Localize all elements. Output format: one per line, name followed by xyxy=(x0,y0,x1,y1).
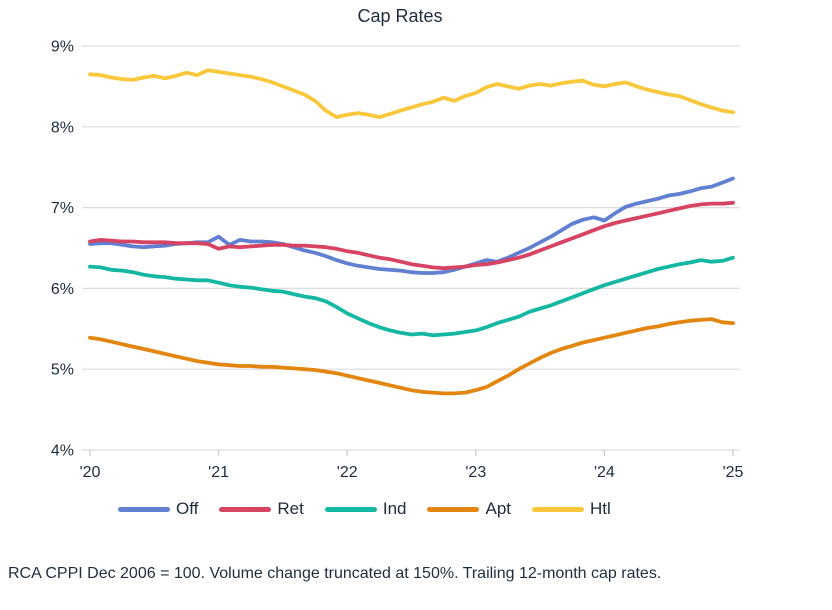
legend-label-ind: Ind xyxy=(382,499,407,518)
chart-title: Cap Rates xyxy=(357,6,443,26)
y-tick-label: 8% xyxy=(51,119,74,136)
y-tick-label: 4% xyxy=(51,443,74,460)
legend-swatch-apt xyxy=(427,506,480,512)
x-tick-label: '23 xyxy=(465,464,486,481)
series-line-ret xyxy=(88,200,735,271)
footnote: RCA CPPI Dec 2006 = 100. Volume change t… xyxy=(8,565,662,582)
series-line-off xyxy=(88,176,735,275)
y-tick-label: 9% xyxy=(51,39,74,56)
legend-item-apt: Apt xyxy=(427,497,511,521)
plot-area: 9% 8% 7% 6% 5% 4% '20 '21 '22 '23 '24 '25 xyxy=(51,39,744,482)
y-tick-label: 7% xyxy=(51,200,74,217)
legend-item-ret: Ret xyxy=(219,497,304,521)
x-tick-label: '20 xyxy=(80,464,101,481)
x-tick-label: '21 xyxy=(208,464,229,481)
legend-swatch-ind xyxy=(324,506,377,512)
chart-legend: Off Ret Ind Apt Htl xyxy=(118,497,611,521)
legend-label-off: Off xyxy=(176,499,199,518)
legend-item-off: Off xyxy=(118,497,198,521)
legend-label-ret: Ret xyxy=(277,499,304,518)
x-tick-label: '22 xyxy=(337,464,358,481)
series-line-ind xyxy=(88,255,735,338)
series-line-apt xyxy=(88,317,735,396)
x-tick-label: '25 xyxy=(723,464,744,481)
legend-label-apt: Apt xyxy=(485,499,512,518)
y-tick-label: 6% xyxy=(51,281,74,298)
legend-swatch-ret xyxy=(219,506,272,512)
legend-item-htl: Htl xyxy=(532,497,611,521)
legend-swatch-htl xyxy=(532,506,585,512)
legend-item-ind: Ind xyxy=(324,497,407,521)
legend-swatch-off xyxy=(118,506,170,512)
y-tick-label: 5% xyxy=(51,362,74,379)
x-tick-label: '24 xyxy=(594,464,615,481)
series-line-htl xyxy=(88,68,735,119)
legend-label-htl: Htl xyxy=(590,499,611,518)
